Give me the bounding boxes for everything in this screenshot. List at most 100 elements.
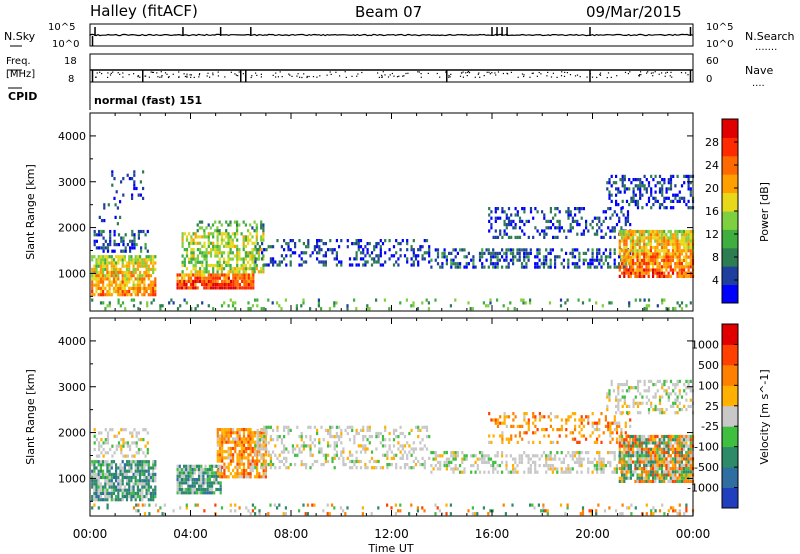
velocity-cell [215,471,218,475]
power-cell [634,242,637,246]
nave-point [665,72,667,74]
power-cell [196,270,199,274]
power-cell [218,229,221,233]
power-cell [136,277,139,281]
velocity-cell [335,441,338,445]
velocity-cell [234,431,237,435]
power-cell [620,207,623,211]
velocity-cell [645,438,648,442]
velocity-cell [253,431,257,435]
velocity-cell [245,440,248,444]
power-cell [212,263,215,268]
velocity-cell [421,438,424,442]
velocity-cell [152,460,155,464]
power-cell [652,258,655,262]
power-cell [134,270,137,275]
power-cell [632,193,635,197]
power-cell [236,248,239,252]
nave-point [599,74,602,76]
velocity-cell [264,453,267,457]
velocity-cell [545,454,548,458]
power-cell [518,219,522,223]
power-cell [130,270,133,275]
power-cell [104,274,107,278]
power-cell [425,298,428,302]
velocity-cell [206,474,209,478]
power-cell [280,245,283,249]
velocity-cell [147,463,150,467]
nave-point [260,73,262,75]
power-cell [669,229,672,234]
power-cell [139,258,142,262]
nave-point [599,73,601,76]
velocity-cell [193,481,196,485]
nave-point [461,72,463,74]
velocity-cell [636,447,639,451]
velocity-cell [324,459,327,464]
power-cell [676,174,679,178]
velocity-cell [97,460,100,464]
nave-point [523,75,525,78]
velocity-cell [276,456,279,460]
power-cell [492,248,495,252]
power-cell [199,251,202,255]
power-cell [654,236,657,240]
power-cell [609,255,612,259]
power-cell [203,273,206,277]
power-cell [436,255,440,259]
power-cell [272,263,275,267]
nave-point [256,74,258,76]
velocity-cell [676,476,679,480]
power-cell [269,245,272,249]
power-cell [373,248,376,252]
velocity-cell [534,464,537,468]
velocity-cell [663,447,666,451]
power-cell [663,262,666,266]
velocity-cell [238,450,241,454]
power-cell [580,216,583,220]
velocity-cell [669,454,672,458]
power-cell [641,206,644,210]
velocity-cell [406,441,409,445]
power-cell [611,213,614,217]
power-cell [638,252,641,256]
velocity-cell [634,467,637,471]
velocity-cell [627,434,630,439]
velocity-cell [97,482,100,486]
power-cell [505,213,508,217]
power-cell [120,180,123,184]
power-cell [130,255,133,259]
power-cell [663,196,666,200]
velocity-cell [144,428,147,432]
power-cell [98,215,101,219]
power-cell [536,248,539,252]
velocity-cell [445,460,448,464]
velocity-cell [140,447,143,452]
velocity-cell [685,479,688,483]
velocity-cell [125,498,129,502]
nave-point [547,71,549,73]
power-cell [216,238,219,242]
velocity-cell [518,454,521,458]
velocity-cell [324,453,327,457]
velocity-cell [652,454,655,458]
power-colorbar-swatch [722,192,738,212]
velocity-cell [198,491,201,495]
velocity-cell [428,456,431,460]
power-cell [428,260,431,264]
velocity-cell [333,444,336,448]
power-cell [144,243,147,247]
power-cell [154,283,157,287]
velocity-cell [296,425,299,429]
velocity-cell [660,470,664,474]
velocity-cell [110,482,113,486]
power-cell [401,239,404,243]
power-cell [106,267,109,271]
power-cell [591,251,594,255]
power-cell [645,255,648,259]
power-cell [99,274,102,278]
velocity-cell [178,478,181,482]
power-cell [300,304,303,308]
velocity-cell [322,453,325,457]
power-cell [669,199,673,203]
